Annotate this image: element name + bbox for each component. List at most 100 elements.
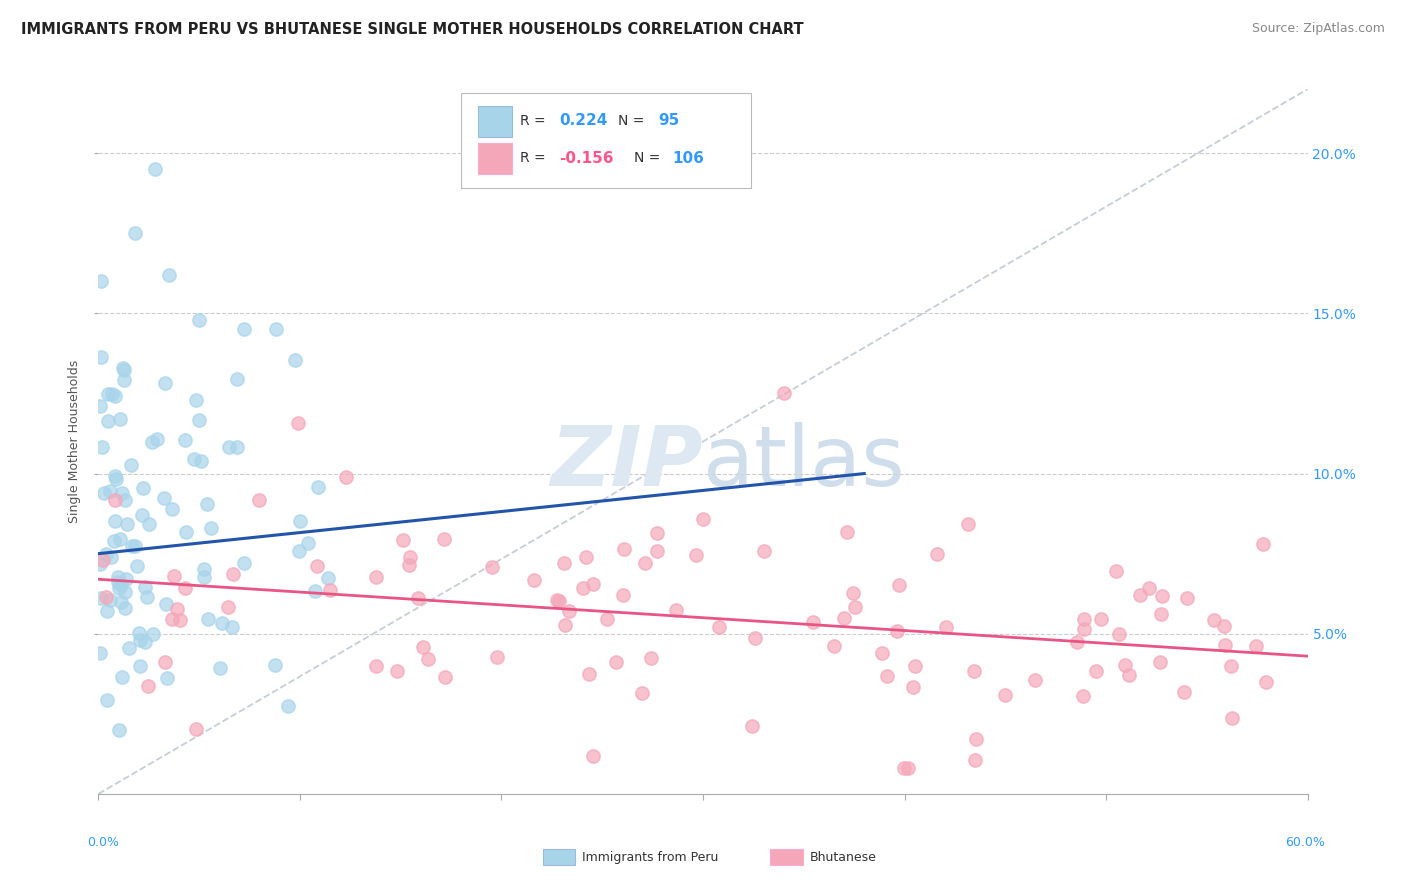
Point bbox=[842, 586, 865, 600]
Point bbox=[416, 651, 439, 665]
Point bbox=[575, 549, 598, 564]
Point bbox=[1150, 607, 1173, 621]
Point bbox=[98, 592, 121, 607]
Point bbox=[115, 573, 138, 587]
Text: IMMIGRANTS FROM PERU VS BHUTANESE SINGLE MOTHER HOUSEHOLDS CORRELATION CHART: IMMIGRANTS FROM PERU VS BHUTANESE SINGLE… bbox=[21, 22, 804, 37]
Point bbox=[523, 573, 546, 587]
Text: 0.0%: 0.0% bbox=[87, 837, 118, 849]
Point bbox=[89, 399, 111, 413]
Point bbox=[90, 274, 112, 288]
Point bbox=[665, 603, 688, 617]
Point bbox=[193, 561, 215, 575]
Point bbox=[837, 525, 859, 540]
Point bbox=[100, 549, 122, 564]
Point bbox=[218, 441, 240, 455]
Point bbox=[90, 440, 112, 454]
Point bbox=[872, 647, 894, 661]
Point bbox=[634, 556, 657, 570]
Point bbox=[277, 699, 299, 714]
Point bbox=[485, 650, 508, 665]
Point bbox=[685, 548, 707, 562]
Point bbox=[823, 639, 845, 653]
Point bbox=[582, 749, 605, 764]
FancyBboxPatch shape bbox=[461, 93, 751, 188]
Point bbox=[114, 585, 136, 599]
Text: 95: 95 bbox=[658, 113, 679, 128]
Point bbox=[174, 582, 197, 596]
Point bbox=[89, 557, 111, 571]
Point bbox=[107, 570, 129, 584]
FancyBboxPatch shape bbox=[770, 849, 803, 865]
Text: 0.224: 0.224 bbox=[560, 113, 607, 128]
Point bbox=[96, 590, 118, 604]
Point bbox=[97, 387, 120, 401]
Text: 106: 106 bbox=[672, 151, 704, 166]
Point bbox=[186, 723, 208, 737]
Text: Immigrants from Peru: Immigrants from Peru bbox=[582, 851, 718, 863]
Point bbox=[901, 680, 924, 694]
Point bbox=[398, 558, 420, 572]
Point bbox=[108, 723, 131, 737]
Point bbox=[104, 514, 127, 528]
Point bbox=[1222, 711, 1244, 725]
Point bbox=[221, 567, 243, 582]
Point bbox=[96, 693, 118, 707]
FancyBboxPatch shape bbox=[478, 144, 512, 175]
Text: Source: ZipAtlas.com: Source: ZipAtlas.com bbox=[1251, 22, 1385, 36]
Point bbox=[166, 602, 188, 616]
Point bbox=[232, 322, 254, 336]
Text: N =: N = bbox=[619, 114, 645, 128]
Point bbox=[399, 550, 422, 565]
Point bbox=[136, 590, 159, 604]
Point bbox=[1108, 626, 1130, 640]
Point bbox=[1212, 619, 1234, 633]
Point bbox=[965, 732, 987, 747]
Point bbox=[554, 617, 576, 632]
Point bbox=[288, 544, 311, 558]
Point bbox=[111, 360, 134, 375]
Point bbox=[709, 620, 731, 634]
Point bbox=[1213, 638, 1236, 652]
Point bbox=[631, 686, 654, 700]
Point bbox=[188, 313, 211, 327]
Point bbox=[183, 452, 205, 467]
Point bbox=[605, 656, 627, 670]
Point bbox=[184, 392, 207, 407]
Text: -0.156: -0.156 bbox=[560, 151, 613, 166]
Point bbox=[744, 631, 766, 645]
Point bbox=[225, 372, 247, 386]
Point bbox=[1251, 537, 1274, 551]
Point bbox=[263, 658, 285, 673]
Point bbox=[104, 389, 127, 403]
Point bbox=[225, 441, 247, 455]
Point bbox=[156, 671, 179, 685]
Point bbox=[121, 539, 143, 553]
Point bbox=[433, 533, 456, 547]
Point bbox=[221, 620, 243, 634]
Point bbox=[387, 665, 409, 679]
Point bbox=[153, 376, 176, 390]
Point bbox=[138, 680, 160, 694]
Point bbox=[211, 616, 233, 631]
Point bbox=[160, 611, 183, 625]
Point bbox=[200, 521, 222, 535]
Point bbox=[94, 548, 117, 562]
Point bbox=[163, 568, 186, 582]
Point bbox=[412, 640, 434, 654]
Point bbox=[174, 525, 197, 540]
Point bbox=[1139, 581, 1161, 595]
Point bbox=[335, 470, 357, 484]
Point bbox=[107, 582, 129, 596]
Point bbox=[146, 432, 169, 446]
FancyBboxPatch shape bbox=[478, 106, 512, 137]
Point bbox=[110, 594, 132, 608]
Point bbox=[129, 632, 152, 647]
Point bbox=[1114, 657, 1136, 672]
Point bbox=[994, 689, 1017, 703]
Point bbox=[935, 620, 957, 634]
Point bbox=[89, 646, 111, 660]
Point bbox=[208, 660, 231, 674]
Point bbox=[104, 493, 127, 508]
Point bbox=[120, 458, 142, 473]
Point bbox=[124, 540, 146, 554]
